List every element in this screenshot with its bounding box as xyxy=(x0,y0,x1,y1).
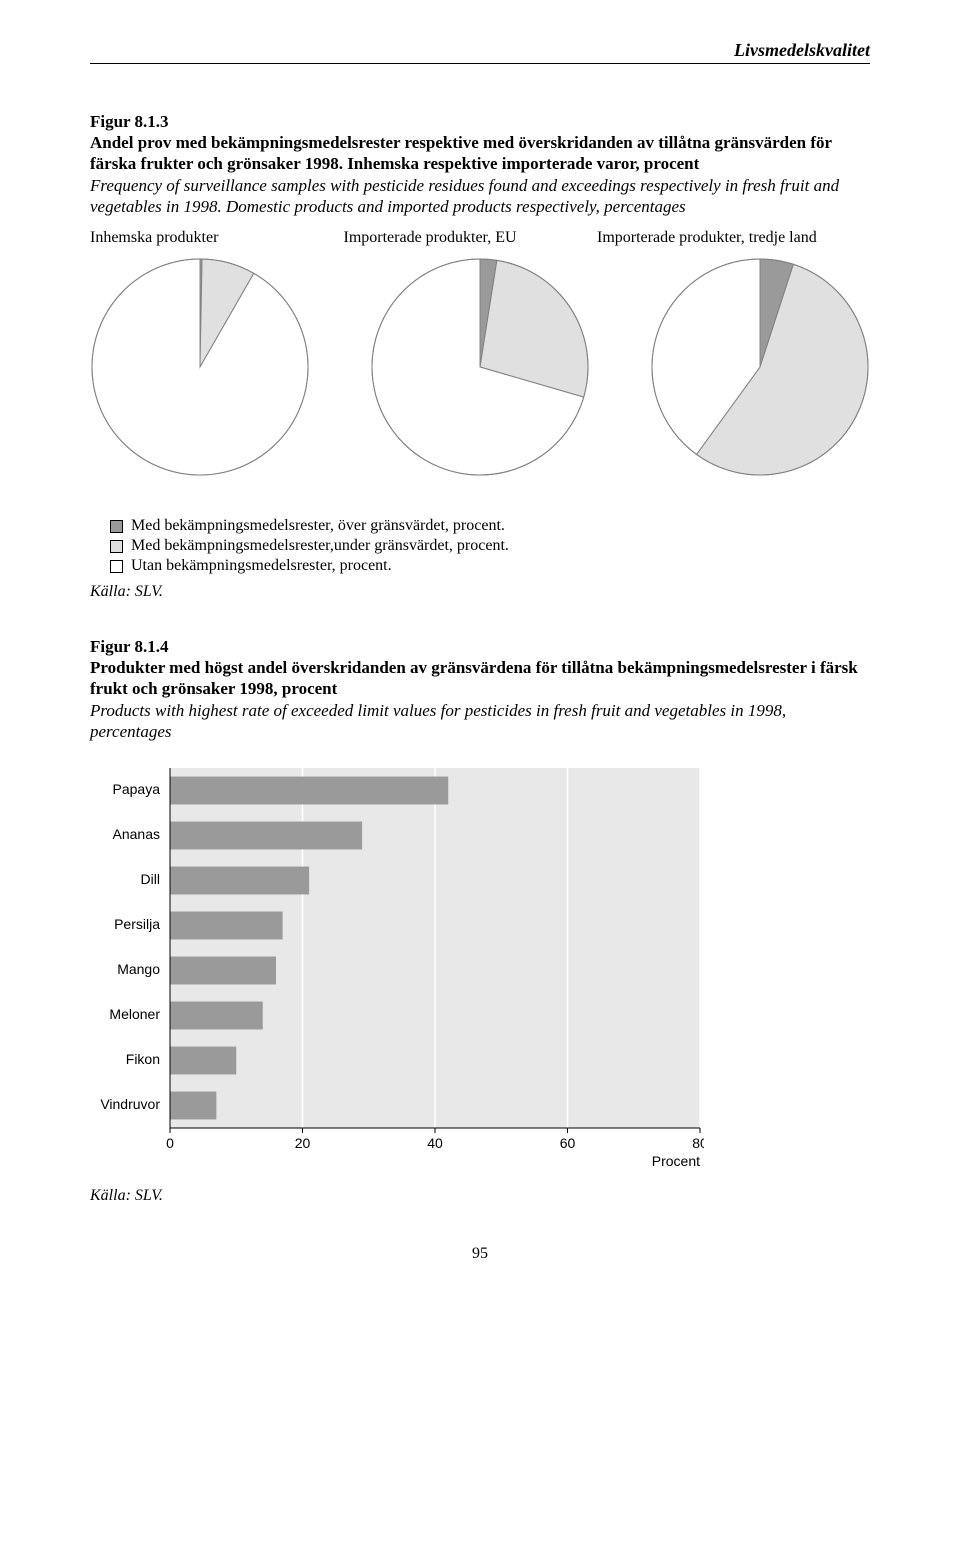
x-tick-label: 20 xyxy=(295,1135,311,1151)
bar-label: Ananas xyxy=(113,826,160,842)
legend-label: Med bekämpningsmedelsrester, över gränsv… xyxy=(131,517,505,535)
bar-mango xyxy=(170,957,276,985)
figure-subtitle: Frequency of surveillance samples with p… xyxy=(90,175,870,218)
bar-ananas xyxy=(170,822,362,850)
legend-label: Utan bekämpningsmedelsrester, procent. xyxy=(131,557,392,575)
figure-source: Källa: SLV. xyxy=(90,583,870,601)
figure-title: Produkter med högst andel överskridanden… xyxy=(90,657,870,700)
figure-subtitle: Products with highest rate of exceeded l… xyxy=(90,700,870,743)
bar-label: Papaya xyxy=(113,781,161,797)
figure-8-1-4: Figur 8.1.4 Produkter med högst andel öv… xyxy=(90,637,870,1205)
bar-label: Meloner xyxy=(109,1006,160,1022)
bar-fikon xyxy=(170,1047,236,1075)
x-tick-label: 80 xyxy=(692,1135,704,1151)
figure-label: Figur 8.1.4 xyxy=(90,637,870,657)
bar-chart: Papaya Ananas Dill Persilja Mango Meloner Fiko… xyxy=(90,762,870,1179)
bar-vindruvor xyxy=(170,1092,216,1120)
figure-title: Andel prov med bekämpningsmedelsrester r… xyxy=(90,132,870,175)
legend-swatch xyxy=(110,520,123,533)
pie-chart-1 xyxy=(370,257,590,477)
legend-item-under: Med bekämpningsmedelsrester,under gränsv… xyxy=(110,537,870,555)
x-tick-label: 0 xyxy=(166,1135,174,1151)
bar-persilja xyxy=(170,912,283,940)
bar-label: Fikon xyxy=(126,1051,160,1067)
pie-label-1: Importerade produkter, EU xyxy=(344,229,598,247)
bar-chart-svg: Papaya Ananas Dill Persilja Mango Meloner Fiko… xyxy=(90,762,704,1174)
pie-chart-0 xyxy=(90,257,310,477)
bar-dill xyxy=(170,867,309,895)
page-number: 95 xyxy=(90,1245,870,1263)
x-tick-label: 60 xyxy=(560,1135,576,1151)
legend-item-none: Utan bekämpningsmedelsrester, procent. xyxy=(110,557,870,575)
legend-swatch xyxy=(110,540,123,553)
bar-meloner xyxy=(170,1002,263,1030)
figure-source: Källa: SLV. xyxy=(90,1187,870,1205)
bar-label: Vindruvor xyxy=(100,1096,160,1112)
pie-legend: Med bekämpningsmedelsrester, över gränsv… xyxy=(110,517,870,575)
x-axis-label: Procent xyxy=(652,1153,700,1169)
figure-label: Figur 8.1.3 xyxy=(90,112,870,132)
pie-chart-row xyxy=(90,257,870,477)
page: Livsmedelskvalitet Figur 8.1.3 Andel pro… xyxy=(0,0,960,1303)
legend-swatch xyxy=(110,560,123,573)
section-header: Livsmedelskvalitet xyxy=(90,40,870,64)
bar-label: Dill xyxy=(141,871,160,887)
x-tick-label: 40 xyxy=(427,1135,443,1151)
bar-papaya xyxy=(170,777,448,805)
legend-label: Med bekämpningsmedelsrester,under gränsv… xyxy=(131,537,509,555)
bar-label: Persilja xyxy=(114,916,160,932)
pie-chart-2 xyxy=(650,257,870,477)
pie-label-0: Inhemska produkter xyxy=(90,229,344,247)
pie-label-2: Importerade produkter, tredje land xyxy=(597,229,870,247)
figure-8-1-3: Figur 8.1.3 Andel prov med bekämpningsme… xyxy=(90,112,870,601)
pie-labels-row: Inhemska produkter Importerade produkter… xyxy=(90,229,870,247)
legend-item-over: Med bekämpningsmedelsrester, över gränsv… xyxy=(110,517,870,535)
bar-label: Mango xyxy=(117,961,160,977)
